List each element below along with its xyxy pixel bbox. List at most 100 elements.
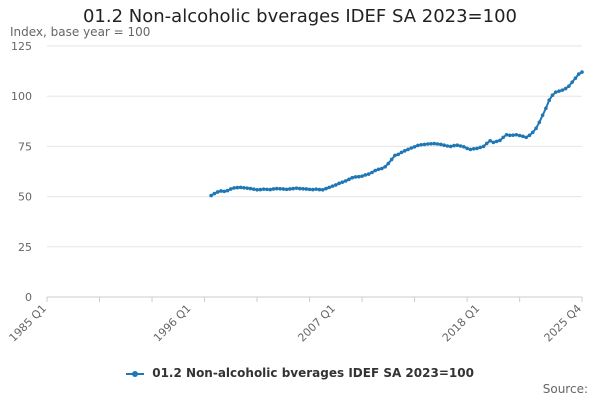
data-point[interactable] <box>307 187 312 192</box>
data-point[interactable] <box>347 177 351 182</box>
data-point[interactable] <box>445 144 450 148</box>
data-point[interactable] <box>242 185 246 190</box>
data-point[interactable] <box>291 186 295 191</box>
data-point[interactable] <box>301 186 305 191</box>
data-point[interactable] <box>363 173 368 177</box>
data-point[interactable] <box>442 143 446 147</box>
data-point[interactable] <box>576 72 581 76</box>
data-point[interactable] <box>402 149 407 153</box>
data-point[interactable] <box>547 98 551 103</box>
data-point[interactable] <box>475 146 479 151</box>
data-point[interactable] <box>278 186 282 191</box>
data-point[interactable] <box>570 80 574 84</box>
data-point[interactable] <box>255 187 259 192</box>
data-point[interactable] <box>471 147 476 151</box>
data-point[interactable] <box>324 186 328 191</box>
data-point[interactable] <box>396 152 400 157</box>
data-point[interactable] <box>504 132 509 137</box>
data-point[interactable] <box>557 89 561 93</box>
data-point[interactable] <box>422 142 427 147</box>
data-point[interactable] <box>540 113 545 118</box>
data-point[interactable] <box>485 141 489 146</box>
data-point[interactable] <box>481 144 486 149</box>
data-point[interactable] <box>261 187 266 191</box>
data-point[interactable] <box>232 186 236 190</box>
data-point[interactable] <box>550 93 555 97</box>
data-point[interactable] <box>281 187 286 191</box>
data-point[interactable] <box>337 181 341 186</box>
data-point[interactable] <box>271 187 276 191</box>
data-point[interactable] <box>435 142 440 146</box>
data-point[interactable] <box>432 141 437 146</box>
data-point[interactable] <box>235 185 240 190</box>
data-point[interactable] <box>527 133 532 138</box>
data-point[interactable] <box>320 187 325 192</box>
data-point[interactable] <box>229 187 233 191</box>
data-point[interactable] <box>360 174 364 178</box>
data-point[interactable] <box>560 88 565 92</box>
data-point[interactable] <box>498 138 502 143</box>
data-point[interactable] <box>514 132 519 137</box>
data-point[interactable] <box>248 186 253 191</box>
data-point[interactable] <box>238 185 243 190</box>
data-point[interactable] <box>284 187 289 192</box>
data-point[interactable] <box>327 185 332 190</box>
data-point[interactable] <box>389 157 394 162</box>
data-point[interactable] <box>465 146 469 151</box>
data-point[interactable] <box>219 189 223 193</box>
data-point[interactable] <box>297 186 302 191</box>
data-point[interactable] <box>563 86 568 91</box>
data-point[interactable] <box>517 133 522 138</box>
data-point[interactable] <box>530 130 535 135</box>
data-point[interactable] <box>222 189 227 194</box>
data-point[interactable] <box>409 146 414 150</box>
data-point[interactable] <box>274 186 279 191</box>
data-point[interactable] <box>399 150 404 155</box>
data-point[interactable] <box>507 133 512 138</box>
data-point[interactable] <box>209 193 213 198</box>
data-point[interactable] <box>455 143 460 147</box>
data-point[interactable] <box>534 126 538 131</box>
data-point[interactable] <box>573 76 578 80</box>
data-point[interactable] <box>317 187 322 192</box>
data-point[interactable] <box>458 144 463 148</box>
data-point[interactable] <box>521 134 525 139</box>
data-point[interactable] <box>553 90 558 94</box>
data-point[interactable] <box>478 145 483 150</box>
data-point[interactable] <box>488 138 492 143</box>
data-point[interactable] <box>288 187 292 191</box>
data-point[interactable] <box>452 143 456 148</box>
data-point[interactable] <box>353 175 358 179</box>
data-point[interactable] <box>448 144 453 149</box>
data-point[interactable] <box>334 183 338 187</box>
data-point[interactable] <box>393 153 397 158</box>
legend[interactable]: 01.2 Non-alcoholic bverages IDEF SA 2023… <box>0 366 600 380</box>
data-point[interactable] <box>376 167 381 172</box>
data-point[interactable] <box>412 145 417 149</box>
data-point[interactable] <box>524 135 529 140</box>
data-point[interactable] <box>304 187 309 191</box>
data-point[interactable] <box>386 161 391 166</box>
data-point[interactable] <box>245 186 250 190</box>
data-point[interactable] <box>268 187 272 192</box>
data-point[interactable] <box>330 184 335 188</box>
data-point[interactable] <box>501 135 506 140</box>
data-point[interactable] <box>537 120 542 125</box>
data-point[interactable] <box>314 187 318 191</box>
data-point[interactable] <box>294 186 299 190</box>
data-point[interactable] <box>350 175 355 180</box>
data-point[interactable] <box>416 143 420 148</box>
data-point[interactable] <box>373 168 378 173</box>
data-point[interactable] <box>491 140 496 145</box>
data-point[interactable] <box>212 191 217 196</box>
data-point[interactable] <box>544 106 548 111</box>
data-point[interactable] <box>429 141 433 146</box>
data-point[interactable] <box>462 145 466 149</box>
data-point[interactable] <box>225 188 230 193</box>
data-point[interactable] <box>311 187 315 192</box>
data-point[interactable] <box>406 147 410 152</box>
data-point[interactable] <box>215 190 220 194</box>
data-point[interactable] <box>425 142 430 146</box>
data-point[interactable] <box>340 180 345 184</box>
data-point[interactable] <box>494 139 499 144</box>
